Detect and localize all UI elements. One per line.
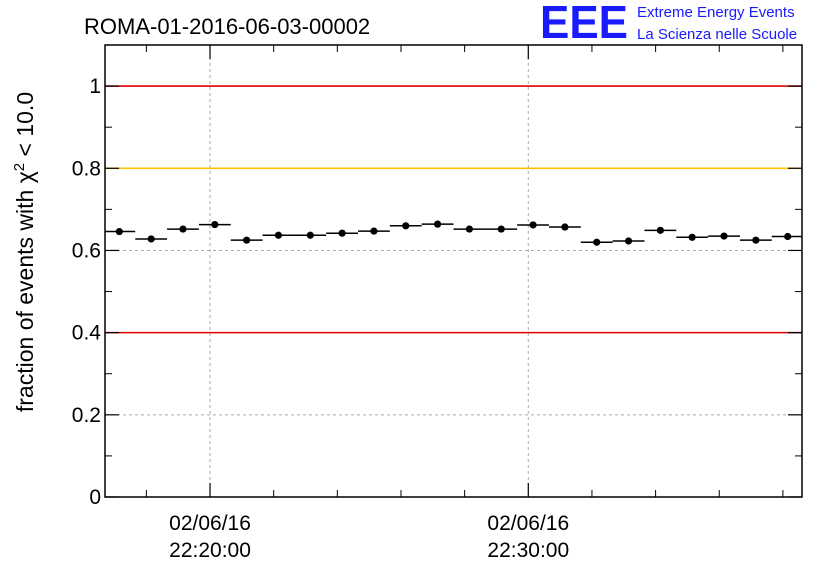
- y-axis-label: fraction of events with χ2 < 10.0: [11, 92, 38, 412]
- data-point: [771, 232, 802, 241]
- data-marker: [243, 236, 251, 244]
- data-marker: [211, 220, 219, 229]
- data-marker: [338, 229, 346, 237]
- y-axis-label-suffix: < 10.0: [12, 92, 38, 163]
- data-marker: [179, 225, 187, 233]
- y-axis-label-symbol: χ: [12, 171, 38, 183]
- data-marker: [433, 220, 442, 228]
- data-point: [612, 237, 645, 245]
- x-tick-label-time: 22:20:00: [169, 539, 251, 562]
- data-point: [708, 232, 740, 240]
- data-marker: [497, 225, 505, 233]
- x-tick-labels: 02/06/16 22:20:00 02/06/16 22:30:00: [169, 512, 569, 562]
- x-tick-label-date: 02/06/16: [169, 512, 251, 535]
- y-axis-label-prefix: fraction of events with: [12, 183, 38, 412]
- logo-line1: Extreme Energy Events: [637, 4, 795, 21]
- data-point: [262, 231, 295, 239]
- data-marker: [784, 232, 792, 241]
- data-point: [580, 238, 613, 246]
- data-point: [453, 225, 486, 233]
- data-point: [167, 225, 199, 233]
- chart-title: ROMA-01-2016-06-03-00002: [84, 14, 370, 39]
- data-point: [198, 220, 231, 229]
- y-tick-label: 0.4: [72, 322, 102, 345]
- y-tick-label: 1: [89, 75, 101, 98]
- data-marker: [370, 227, 378, 235]
- data-marker: [274, 231, 283, 239]
- grid-lines: [105, 45, 802, 497]
- plot-frame: [104, 44, 803, 498]
- data-point: [105, 227, 136, 236]
- data-point: [135, 235, 168, 243]
- data-series: [105, 220, 802, 246]
- data-marker: [593, 238, 601, 246]
- data-point: [230, 236, 263, 244]
- y-tick-label: 0.8: [72, 157, 101, 180]
- data-marker: [561, 223, 569, 231]
- axis-ticks: [105, 44, 802, 498]
- data-point: [739, 236, 772, 244]
- data-marker: [688, 233, 696, 241]
- logo-line2: La Scienza nelle Scuole: [637, 26, 797, 43]
- data-marker: [752, 236, 760, 244]
- data-point: [326, 229, 359, 237]
- x-tick-label-date: 02/06/16: [487, 512, 569, 535]
- data-marker: [115, 227, 123, 236]
- data-marker: [147, 235, 155, 243]
- data-point: [294, 231, 327, 239]
- data-marker: [720, 232, 728, 240]
- data-marker: [306, 231, 314, 239]
- data-marker: [656, 226, 664, 234]
- data-point: [548, 223, 581, 231]
- data-marker: [402, 222, 410, 230]
- y-tick-label: 0.2: [72, 404, 101, 427]
- data-point: [485, 225, 518, 233]
- data-point: [421, 220, 454, 228]
- data-marker: [529, 221, 537, 229]
- y-tick-label: 0.6: [72, 239, 101, 262]
- y-tick-labels: 0 0.2 0.4 0.6 0.8 1: [72, 75, 102, 509]
- data-point: [517, 221, 549, 229]
- y-tick-label: 0: [89, 486, 101, 509]
- data-point: [389, 222, 422, 230]
- data-marker: [465, 225, 474, 233]
- y-axis-label-superscript: 2: [11, 163, 28, 171]
- reference-lines: [105, 85, 802, 334]
- data-marker: [624, 237, 633, 245]
- data-point: [676, 233, 709, 241]
- eee-logo: EEE Extreme Energy Events La Scienza nel…: [540, 0, 797, 48]
- data-point: [644, 226, 677, 234]
- x-tick-label-time: 22:30:00: [487, 539, 569, 562]
- logo-mark: EEE: [540, 0, 628, 48]
- data-point: [358, 227, 390, 235]
